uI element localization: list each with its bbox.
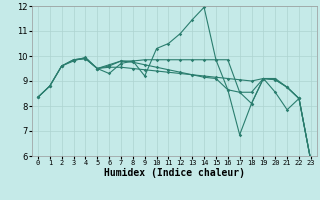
X-axis label: Humidex (Indice chaleur): Humidex (Indice chaleur): [104, 168, 245, 178]
